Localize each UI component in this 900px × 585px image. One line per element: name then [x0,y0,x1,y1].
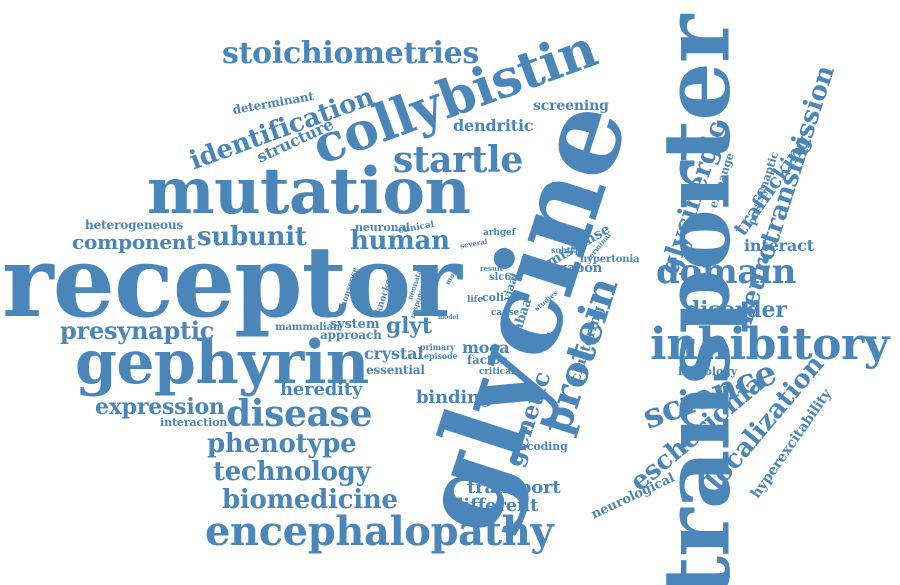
word-encephalopathy: encephalopathy [205,508,554,555]
word-encoding: encoding [512,440,568,453]
word-inhibitory: inhibitory [650,319,889,370]
word-gabon: gabon [558,261,603,276]
word-glyt: glyt [386,313,432,339]
word-binding: binding [416,387,493,408]
word-result: result [480,264,503,273]
word-arhgef: arhgef [483,228,516,238]
word-screening: screening [533,98,609,114]
word-hypertonia: hypertonia [580,254,640,265]
word-transport: transport [467,477,561,498]
word-technology: technology [213,457,371,487]
word-expression: expression [95,394,225,420]
word-disorder: disorder [685,297,787,323]
word-heredity: heredity [280,379,363,400]
word-episode: episode [424,351,458,361]
word-cause: cause [491,308,520,318]
word-neuronal: neuronal [355,221,410,234]
word-crystal: crystal [364,344,424,363]
word-heterogeneous: heterogeneous [85,218,184,232]
word-interaction: interaction [160,416,228,429]
word-essential: essential [366,363,425,377]
word-homology: homology [678,365,738,378]
word-primary: primary [420,342,455,352]
word-interact: interact [744,236,814,255]
word-subunit: subunit [197,222,307,252]
word-mutation: mutation [147,154,471,229]
word-system: system [330,317,380,332]
word-slc6a: slc6a [489,272,518,283]
word-different: different [451,495,539,516]
word-subtype: subtype [551,245,586,255]
word-gephyrin: gephyrin [75,328,369,398]
word-domain: domain [656,252,797,292]
word-factor: factor [467,353,507,367]
word-startle: startle [393,139,523,181]
word-coli: coli [482,291,504,304]
word-phenotype: phenotype [207,429,357,459]
word-component: component [72,230,196,254]
word-model: model [438,314,459,321]
word-presynaptic: presynaptic [60,316,215,345]
word-stoichiometries: stoichiometries [222,36,480,71]
word-moea: moea [462,338,510,357]
word-biomedicine: biomedicine [222,485,398,515]
word-human: human [350,226,450,256]
word-disease: disease [226,393,372,435]
word-approach: approach [320,328,382,342]
word-life: life [467,295,484,305]
word-receptor: receptor [2,225,462,340]
word-mammalian: mammalian [275,322,341,333]
word-critical: critical [479,367,515,377]
word-dendritic: dendritic [453,116,534,135]
